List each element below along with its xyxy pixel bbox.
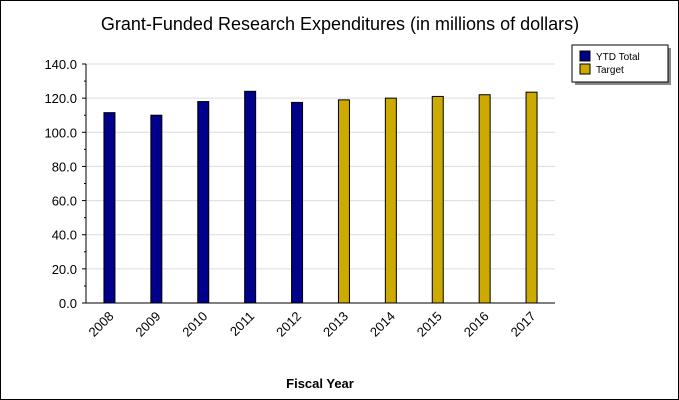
x-tick-label: 2016 <box>461 309 492 340</box>
x-tick-label: 2009 <box>132 309 163 340</box>
bar-target-2014 <box>384 97 397 304</box>
x-tick-label: 2014 <box>367 309 398 340</box>
x-tick-label: 2013 <box>320 309 351 340</box>
y-axis: 0.0 20.0 40.0 60.0 80.0 100.0 120.0 140.0 <box>44 57 87 311</box>
legend-label: YTD Total <box>596 52 640 63</box>
bar-target-2015 <box>431 95 444 304</box>
gridlines <box>86 63 555 270</box>
y-tick-label: 140.0 <box>44 57 77 72</box>
bars <box>103 90 538 304</box>
bar-target-2013 <box>337 99 350 304</box>
x-axis: 2008 2009 2010 2011 2012 2013 2014 2015 2016 2017 <box>86 302 555 340</box>
bar-ytd-total-2009 <box>150 114 163 304</box>
bar-target-2017 <box>525 91 538 304</box>
bar-ytd-total-2011 <box>244 90 257 304</box>
bar-target-2016 <box>478 94 491 304</box>
x-tick-label: 2010 <box>179 309 210 340</box>
legend-swatch <box>579 50 591 62</box>
x-tick-label: 2011 <box>227 309 257 339</box>
x-tick-label: 2008 <box>86 309 117 340</box>
y-tick-label: 100.0 <box>44 125 77 140</box>
y-tick-label: 60.0 <box>52 194 77 209</box>
y-tick-label: 120.0 <box>44 91 77 106</box>
legend-label: Target <box>596 65 624 76</box>
bar-ytd-total-2008 <box>103 112 116 304</box>
bar-ytd-total-2010 <box>197 101 210 304</box>
y-tick-label: 40.0 <box>52 228 77 243</box>
legend: YTD Total Target <box>571 44 671 85</box>
x-tick-label: 2012 <box>273 309 304 340</box>
y-tick-label: 20.0 <box>52 262 77 277</box>
y-tick-label: 80.0 <box>52 159 77 174</box>
legend-swatch <box>579 63 591 75</box>
x-tick-label: 2015 <box>414 309 445 340</box>
x-tick-label: 2017 <box>508 309 539 340</box>
chart-title: Grant-Funded Research Expenditures (in m… <box>101 14 579 34</box>
x-axis-label: Fiscal Year <box>286 376 354 391</box>
y-tick-label: 0.0 <box>59 296 77 311</box>
bar-ytd-total-2012 <box>291 101 304 304</box>
